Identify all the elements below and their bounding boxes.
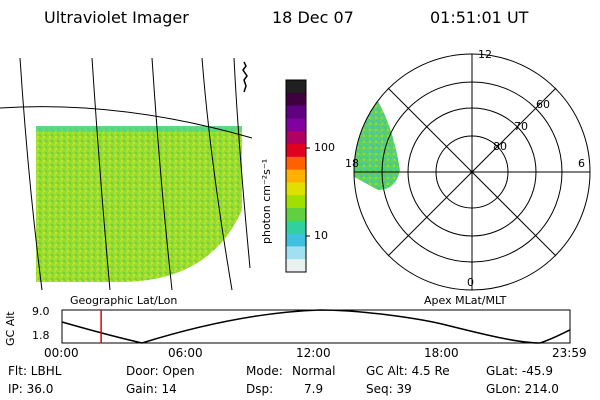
- seq-info: Seq: 39: [366, 382, 412, 396]
- mlat-label-60: 60: [536, 98, 550, 111]
- gain-info: Gain: 14: [126, 382, 177, 396]
- colorbar-tick-100: 100: [314, 141, 335, 154]
- uv-emission-region: [36, 126, 242, 282]
- polar-diagonal-b: [387, 87, 557, 257]
- colorbar-segment: [286, 144, 306, 158]
- dsp-label: Dsp:: [246, 382, 274, 396]
- emission-edge: [36, 126, 242, 132]
- time-tick-1200: 12:00: [296, 346, 331, 360]
- mlat-label-70: 70: [514, 120, 528, 133]
- altitude-ytick-high: 9.0: [32, 305, 50, 318]
- colorbar-segment: [286, 169, 306, 183]
- colorbar-unit-label: photon cm⁻²s⁻¹: [260, 158, 273, 244]
- colorbar-segment: [286, 131, 306, 145]
- mlt-label-6: 6: [578, 157, 585, 170]
- geographic-image: [0, 57, 253, 291]
- colorbar-segment: [286, 118, 306, 132]
- polar-emission-region: [354, 92, 400, 190]
- time-tick-2359: 23:59: [552, 346, 587, 360]
- altitude-ylabel: GC Alt: [4, 311, 17, 346]
- mode-value: Normal: [292, 364, 336, 378]
- altitude-plot: [61, 309, 571, 344]
- mlat-label-80: 80: [493, 140, 507, 153]
- altitude-plot-frame: [61, 309, 571, 344]
- colorbar-segment: [286, 92, 306, 107]
- polar-plot: [353, 53, 591, 291]
- mlt-label-12: 12: [478, 48, 492, 61]
- colorbar-segment: [286, 105, 306, 119]
- colorbar-segment: [286, 195, 306, 209]
- time-tick-0600: 06:00: [168, 346, 203, 360]
- time-tick-1800: 18:00: [424, 346, 459, 360]
- mlt-label-18: 18: [345, 157, 359, 170]
- gc-alt-info: GC Alt: 4.5 Re: [366, 364, 450, 378]
- door-info: Door: Open: [126, 364, 195, 378]
- coastline: [242, 61, 248, 93]
- mlt-label-0: 0: [467, 276, 474, 289]
- time-label: 01:51:01 UT: [430, 8, 529, 27]
- mode-label: Mode:: [246, 364, 283, 378]
- altitude-ytick-low: 1.8: [32, 329, 50, 342]
- time-tick-0000: 00:00: [44, 346, 79, 360]
- geo-panel-label: Geographic Lat/Lon: [70, 294, 178, 307]
- colorbar-segment: [286, 259, 306, 273]
- colorbar-segment: [286, 208, 306, 222]
- dsp-value: 7.9: [304, 382, 324, 396]
- colorbar-segment: [286, 156, 306, 171]
- colorbar-segment: [286, 80, 306, 94]
- altitude-curve: [61, 309, 571, 344]
- colorbar-frame: [285, 79, 307, 273]
- polar-panel-label: Apex MLat/MLT: [424, 294, 507, 307]
- ip-info: IP: 36.0: [8, 382, 54, 396]
- glat-info: GLat: -45.9: [486, 364, 553, 378]
- colorbar-segment: [286, 233, 306, 247]
- colorbar: [285, 79, 310, 273]
- glon-info: GLon: 214.0: [486, 382, 559, 396]
- filter-info: Flt: LBHL: [8, 364, 62, 378]
- date-label: 18 Dec 07: [272, 8, 354, 27]
- instrument-title: Ultraviolet Imager: [44, 8, 189, 27]
- colorbar-segment: [286, 182, 306, 196]
- colorbar-tick-10: 10: [314, 229, 328, 242]
- colorbar-segment: [286, 246, 306, 260]
- geo-grid-lines: [0, 57, 253, 291]
- colorbar-segment: [286, 220, 306, 235]
